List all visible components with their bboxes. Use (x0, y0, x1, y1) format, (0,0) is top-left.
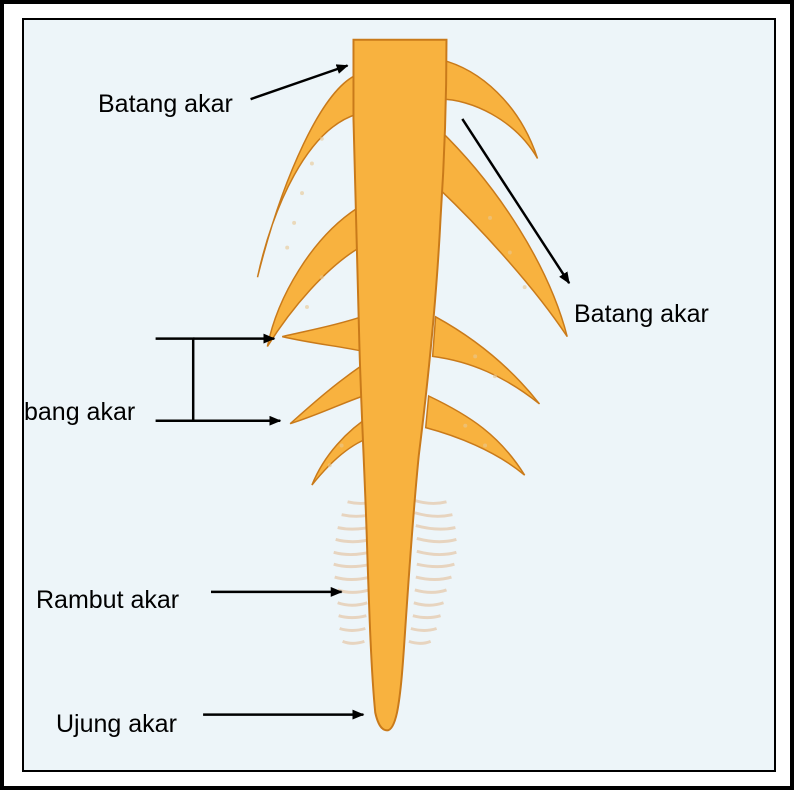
label-cabang: bang akar (24, 398, 135, 427)
main-root (353, 40, 446, 731)
root-diagram (24, 20, 774, 770)
label-batang-right: Batang akar (574, 300, 709, 329)
label-batang-top: Batang akar (98, 90, 233, 119)
label-ujung: Ujung akar (56, 710, 177, 739)
diagram-panel: Batang akar Batang akar bang akar Rambut… (22, 18, 776, 772)
outer-frame: Batang akar Batang akar bang akar Rambut… (0, 0, 794, 790)
label-rambut: Rambut akar (36, 586, 179, 615)
